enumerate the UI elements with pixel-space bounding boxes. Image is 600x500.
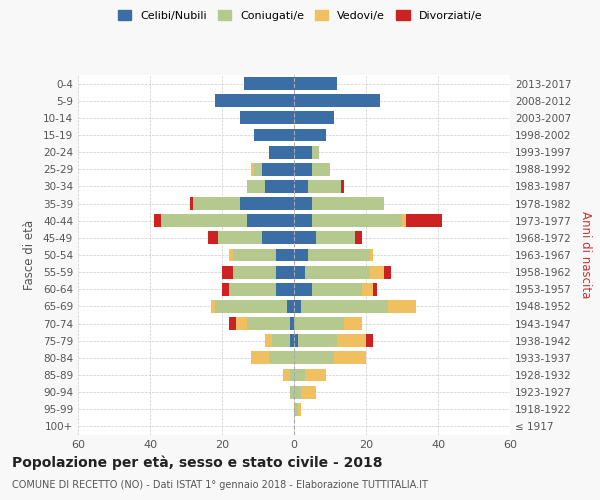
- Bar: [193, 197, 240, 210]
- Bar: [276, 266, 294, 278]
- Bar: [308, 248, 370, 262]
- Bar: [298, 403, 301, 415]
- Bar: [294, 403, 298, 415]
- Bar: [294, 197, 312, 210]
- Bar: [308, 180, 341, 193]
- Bar: [294, 368, 305, 382]
- Bar: [262, 232, 294, 244]
- Bar: [208, 232, 218, 244]
- Bar: [290, 386, 294, 398]
- Bar: [276, 248, 294, 262]
- Bar: [294, 146, 312, 158]
- Bar: [316, 232, 355, 244]
- Bar: [294, 300, 301, 313]
- Bar: [370, 248, 373, 262]
- Bar: [294, 163, 312, 175]
- Bar: [312, 197, 384, 210]
- Bar: [384, 266, 391, 278]
- Bar: [272, 334, 290, 347]
- Bar: [247, 180, 265, 193]
- Bar: [301, 300, 388, 313]
- Bar: [222, 283, 229, 296]
- Bar: [229, 283, 276, 296]
- Y-axis label: Fasce di età: Fasce di età: [23, 220, 36, 290]
- Bar: [373, 283, 377, 296]
- Bar: [269, 352, 294, 364]
- Bar: [294, 334, 298, 347]
- Bar: [247, 214, 294, 227]
- Legend: Celibi/Nubili, Coniugati/e, Vedovi/e, Divorziati/e: Celibi/Nubili, Coniugati/e, Vedovi/e, Di…: [113, 6, 487, 25]
- Bar: [298, 334, 337, 347]
- Bar: [341, 180, 344, 193]
- Bar: [269, 146, 294, 158]
- Bar: [294, 386, 301, 398]
- Bar: [276, 283, 294, 296]
- Bar: [229, 317, 236, 330]
- Bar: [312, 146, 319, 158]
- Bar: [294, 248, 308, 262]
- Bar: [305, 266, 370, 278]
- Bar: [222, 266, 233, 278]
- Bar: [265, 180, 294, 193]
- Bar: [244, 77, 294, 90]
- Bar: [262, 163, 294, 175]
- Bar: [290, 368, 294, 382]
- Bar: [312, 214, 402, 227]
- Text: Popolazione per età, sesso e stato civile - 2018: Popolazione per età, sesso e stato civil…: [12, 455, 383, 469]
- Bar: [294, 112, 334, 124]
- Bar: [406, 214, 442, 227]
- Bar: [362, 283, 373, 296]
- Bar: [294, 266, 305, 278]
- Bar: [190, 197, 193, 210]
- Bar: [366, 334, 373, 347]
- Bar: [229, 248, 233, 262]
- Bar: [337, 334, 366, 347]
- Bar: [236, 317, 247, 330]
- Text: COMUNE DI RECETTO (NO) - Dati ISTAT 1° gennaio 2018 - Elaborazione TUTTITALIA.IT: COMUNE DI RECETTO (NO) - Dati ISTAT 1° g…: [12, 480, 428, 490]
- Bar: [294, 94, 380, 107]
- Bar: [218, 232, 262, 244]
- Y-axis label: Anni di nascita: Anni di nascita: [578, 212, 592, 298]
- Bar: [215, 300, 287, 313]
- Bar: [370, 266, 384, 278]
- Bar: [294, 232, 316, 244]
- Bar: [355, 232, 362, 244]
- Bar: [251, 163, 254, 175]
- Bar: [294, 352, 334, 364]
- Bar: [254, 128, 294, 141]
- Bar: [251, 352, 269, 364]
- Bar: [290, 317, 294, 330]
- Bar: [240, 112, 294, 124]
- Bar: [312, 283, 362, 296]
- Bar: [283, 368, 290, 382]
- Bar: [161, 214, 247, 227]
- Bar: [388, 300, 416, 313]
- Bar: [402, 214, 406, 227]
- Bar: [294, 317, 344, 330]
- Bar: [211, 300, 215, 313]
- Bar: [294, 77, 337, 90]
- Bar: [294, 214, 312, 227]
- Bar: [294, 283, 312, 296]
- Bar: [312, 163, 330, 175]
- Bar: [290, 334, 294, 347]
- Bar: [233, 248, 276, 262]
- Bar: [154, 214, 161, 227]
- Bar: [301, 386, 316, 398]
- Bar: [247, 317, 290, 330]
- Bar: [240, 197, 294, 210]
- Bar: [233, 266, 276, 278]
- Bar: [305, 368, 326, 382]
- Bar: [287, 300, 294, 313]
- Bar: [294, 180, 308, 193]
- Bar: [254, 163, 262, 175]
- Bar: [334, 352, 366, 364]
- Bar: [265, 334, 272, 347]
- Bar: [215, 94, 294, 107]
- Bar: [344, 317, 362, 330]
- Bar: [294, 128, 326, 141]
